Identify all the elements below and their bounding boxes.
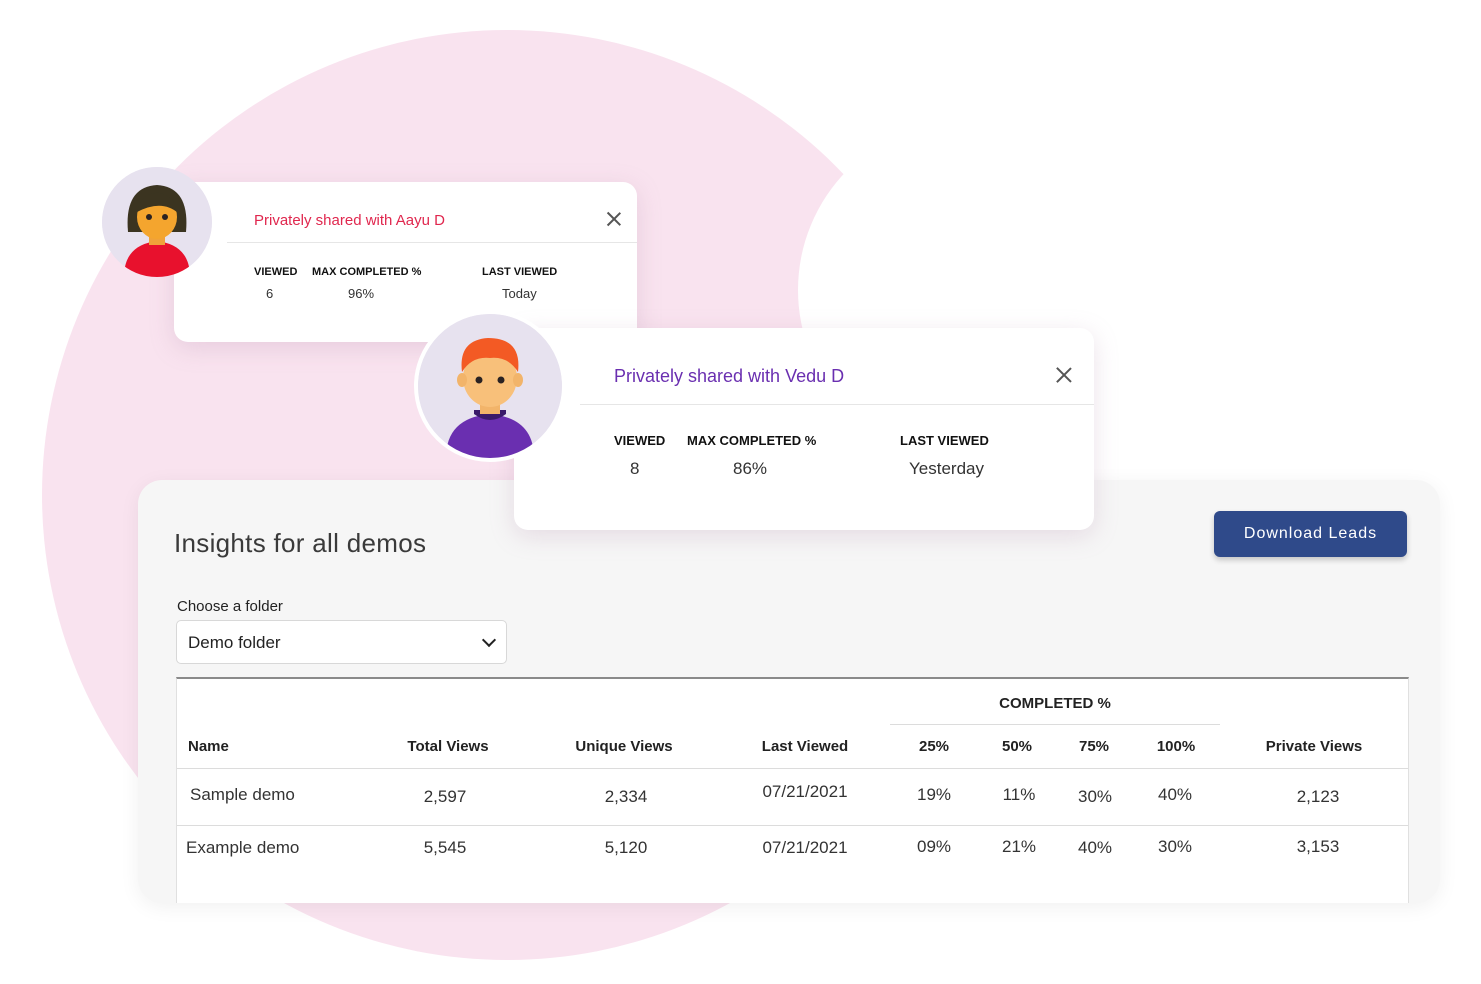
share-card-aayu: Privately shared with Aayu D VIEWED MAX … — [174, 182, 637, 342]
folder-label: Choose a folder — [177, 598, 283, 615]
viewed-label: VIEWED — [254, 266, 298, 278]
group-divider — [890, 724, 1220, 725]
cell-total-views: 5,545 — [423, 838, 467, 857]
page-title: Insights for all demos — [174, 528, 427, 558]
max-completed-label: MAX COMPLETED % — [312, 266, 422, 278]
header-50[interactable]: 50% — [1001, 738, 1033, 755]
header-private-views[interactable]: Private Views — [1265, 738, 1363, 755]
last-viewed-label: LAST VIEWED — [482, 266, 558, 278]
avatar-vedu — [414, 310, 566, 462]
row-divider — [177, 768, 1408, 769]
header-100[interactable]: 100% — [1156, 738, 1196, 755]
last-viewed-value: Today — [502, 286, 537, 301]
cell-name: Example demo — [186, 838, 300, 857]
viewed-value: 8 — [630, 459, 640, 478]
cell-50: 21% — [1001, 837, 1037, 856]
cell-75: 40% — [1077, 838, 1113, 857]
close-icon[interactable] — [606, 211, 622, 227]
header-25[interactable]: 25% — [918, 738, 950, 755]
cell-last-viewed: 07/21/2021 — [762, 838, 848, 857]
row-divider — [177, 825, 1408, 826]
completed-group-header: COMPLETED % — [999, 695, 1111, 712]
share-card-vedu: Privately shared with Vedu D VIEWED MAX … — [514, 328, 1094, 530]
header-unique-views[interactable]: Unique Views — [575, 738, 673, 755]
close-icon[interactable] — [1055, 366, 1073, 384]
last-viewed-label: LAST VIEWED — [900, 433, 989, 448]
insights-panel: Insights for all demos Download Leads Ch… — [138, 480, 1440, 903]
cell-50: 11% — [1002, 785, 1036, 804]
cell-name: Sample demo — [190, 785, 295, 804]
male-avatar-icon — [418, 314, 562, 458]
avatar-aayu — [102, 167, 212, 277]
chevron-down-icon — [481, 632, 497, 648]
cell-total-views: 2,597 — [423, 787, 467, 806]
cell-25: 19% — [916, 785, 952, 804]
cell-25: 09% — [916, 837, 952, 856]
header-total-views[interactable]: Total Views — [407, 738, 489, 755]
header-name[interactable]: Name — [188, 738, 229, 755]
cell-100: 30% — [1157, 837, 1193, 856]
viewed-label: VIEWED — [614, 433, 666, 448]
female-avatar-icon — [102, 167, 212, 277]
share-card-title: Privately shared with Vedu D — [614, 366, 845, 386]
cell-last-viewed: 07/21/2021 — [762, 782, 848, 801]
header-last-viewed[interactable]: Last Viewed — [761, 738, 849, 755]
cell-75: 30% — [1077, 787, 1113, 806]
share-card-title: Privately shared with Aayu D — [254, 212, 445, 229]
folder-select[interactable]: Demo folder — [176, 620, 507, 664]
last-viewed-value: Yesterday — [909, 459, 984, 478]
insights-table: COMPLETED % Name Total Views Unique View… — [176, 677, 1409, 903]
divider — [227, 242, 637, 243]
cell-private-views: 2,123 — [1296, 787, 1340, 806]
header-75[interactable]: 75% — [1078, 738, 1110, 755]
cell-unique-views: 5,120 — [604, 838, 648, 857]
max-completed-value: 86% — [733, 459, 768, 478]
max-completed-label: MAX COMPLETED % — [687, 433, 817, 448]
cell-100: 40% — [1157, 785, 1193, 804]
viewed-value: 6 — [266, 286, 274, 301]
cell-private-views: 3,153 — [1296, 837, 1340, 856]
max-completed-value: 96% — [348, 286, 375, 301]
download-leads-button[interactable]: Download Leads — [1214, 511, 1407, 557]
divider — [580, 404, 1094, 405]
folder-select-value: Demo folder — [188, 633, 281, 652]
cell-unique-views: 2,334 — [604, 787, 648, 806]
